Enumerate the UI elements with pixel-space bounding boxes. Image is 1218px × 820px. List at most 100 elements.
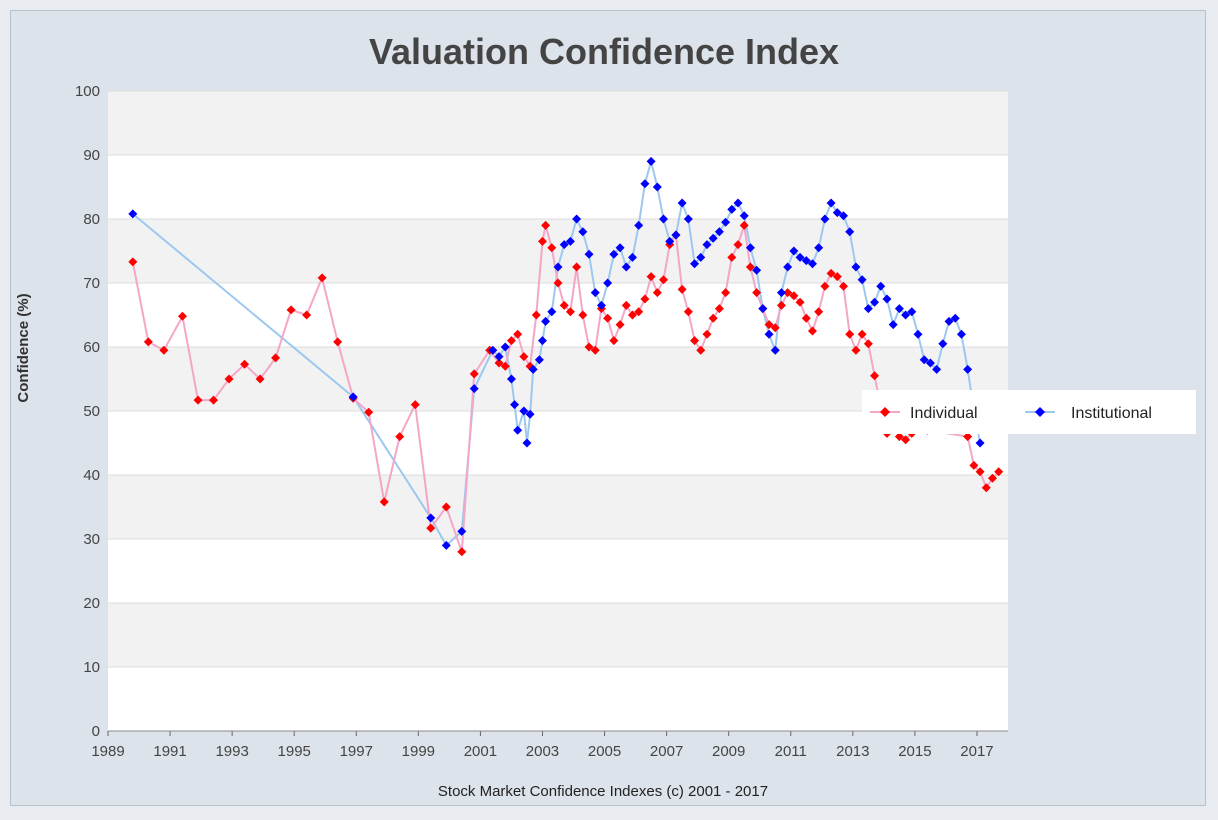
- data-point-individual: [752, 288, 762, 298]
- data-point-institutional: [845, 227, 855, 237]
- data-point-institutional: [894, 304, 904, 314]
- data-point-institutional: [652, 182, 662, 192]
- data-point-individual: [271, 353, 281, 363]
- data-point-individual: [652, 288, 662, 298]
- x-tick-label: 2007: [650, 743, 683, 760]
- plot-band: [108, 667, 1008, 731]
- data-point-institutional: [615, 243, 625, 253]
- data-point-institutional: [441, 540, 451, 550]
- data-point-individual: [584, 342, 594, 352]
- data-point-individual: [621, 300, 631, 310]
- data-point-institutional: [807, 259, 817, 269]
- data-point-individual: [783, 288, 793, 298]
- data-point-individual: [333, 337, 343, 347]
- legend-label-individual: Individual: [910, 405, 978, 422]
- plot-band: [108, 539, 1008, 603]
- data-point-individual: [807, 326, 817, 336]
- data-point-individual: [177, 311, 187, 321]
- data-point-individual: [708, 313, 718, 323]
- data-point-institutional: [882, 294, 892, 304]
- data-point-institutional: [708, 233, 718, 243]
- data-point-institutional: [888, 320, 898, 330]
- data-point-institutional: [839, 211, 849, 221]
- data-point-individual: [975, 467, 985, 477]
- data-point-individual: [519, 352, 529, 362]
- data-point-institutional: [870, 297, 880, 307]
- data-point-individual: [789, 291, 799, 301]
- data-point-individual: [721, 288, 731, 298]
- plot-band: [108, 475, 1008, 539]
- data-point-individual: [553, 278, 563, 288]
- data-point-institutional: [944, 316, 954, 326]
- axis-ticks: 0 10 20 30 40 50 60 70 80 90 100 1989 1991 1993 1995 19…: [75, 83, 1008, 760]
- data-point-institutional: [659, 214, 669, 224]
- data-point-institutional: [494, 352, 504, 362]
- data-point-individual: [494, 358, 504, 368]
- data-point-institutional: [907, 307, 917, 317]
- data-point-individual: [547, 243, 557, 253]
- data-point-institutional: [500, 342, 510, 352]
- data-point-institutional: [348, 392, 358, 402]
- plot-band: [108, 603, 1008, 667]
- data-point-institutional: [696, 252, 706, 262]
- data-point-individual: [727, 252, 737, 262]
- data-point-institutional: [814, 243, 824, 253]
- data-point-individual: [764, 320, 774, 330]
- data-point-individual: [537, 236, 547, 246]
- data-point-institutional: [553, 262, 563, 272]
- data-point-institutional: [547, 307, 557, 317]
- data-point-institutional: [851, 262, 861, 272]
- data-point-individual: [572, 262, 582, 272]
- plot-band: [108, 91, 1008, 155]
- series-line-individual: [131, 225, 1000, 553]
- x-tick-label: 2017: [960, 743, 993, 760]
- data-point-individual: [302, 310, 312, 320]
- data-point-institutional: [776, 288, 786, 298]
- data-point-institutional: [752, 265, 762, 275]
- data-point-individual: [506, 336, 516, 346]
- x-tick-label: 2011: [775, 743, 807, 760]
- data-point-individual: [128, 257, 138, 267]
- data-point-institutional: [559, 240, 569, 250]
- data-point-individual: [646, 272, 656, 282]
- x-tick-label: 2001: [464, 743, 497, 760]
- x-tick-label: 1993: [215, 743, 248, 760]
- data-point-institutional: [572, 214, 582, 224]
- data-point-institutional: [938, 339, 948, 349]
- data-point-institutional: [488, 345, 498, 355]
- data-point-institutional: [857, 275, 867, 285]
- data-point-institutional: [528, 364, 538, 374]
- data-point-institutional: [519, 406, 529, 416]
- data-point-individual: [832, 272, 842, 282]
- plot-band: [108, 155, 1008, 219]
- data-point-institutional: [609, 249, 619, 259]
- data-point-institutional: [525, 409, 535, 419]
- x-tick-label: 1997: [340, 743, 373, 760]
- data-point-institutional: [627, 252, 637, 262]
- data-point-individual: [981, 483, 991, 493]
- x-tick-label: 1989: [91, 743, 124, 760]
- y-tick-label: 10: [83, 659, 100, 676]
- data-point-individual: [255, 374, 265, 384]
- data-point-institutional: [795, 252, 805, 262]
- data-point-individual: [969, 460, 979, 470]
- x-tick-label: 1995: [278, 743, 311, 760]
- data-point-individual: [615, 320, 625, 330]
- data-point-individual: [500, 361, 510, 371]
- data-point-individual: [634, 307, 644, 317]
- data-point-individual: [690, 336, 700, 346]
- legend-label-institutional: Institutional: [1071, 405, 1152, 422]
- data-point-institutional: [932, 364, 942, 374]
- data-point-institutional: [956, 329, 966, 339]
- data-point-institutional: [745, 243, 755, 253]
- data-point-institutional: [789, 246, 799, 256]
- data-point-individual: [745, 262, 755, 272]
- data-point-individual: [683, 307, 693, 317]
- plot-bands: [108, 91, 1008, 731]
- x-axis-label: Stock Market Confidence Indexes (c) 2001…: [438, 783, 768, 800]
- data-point-institutional: [646, 156, 656, 166]
- data-point-institutional: [863, 304, 873, 314]
- data-point-institutional: [690, 259, 700, 269]
- legend: Individual Institutional: [862, 390, 1196, 434]
- data-point-institutional: [950, 313, 960, 323]
